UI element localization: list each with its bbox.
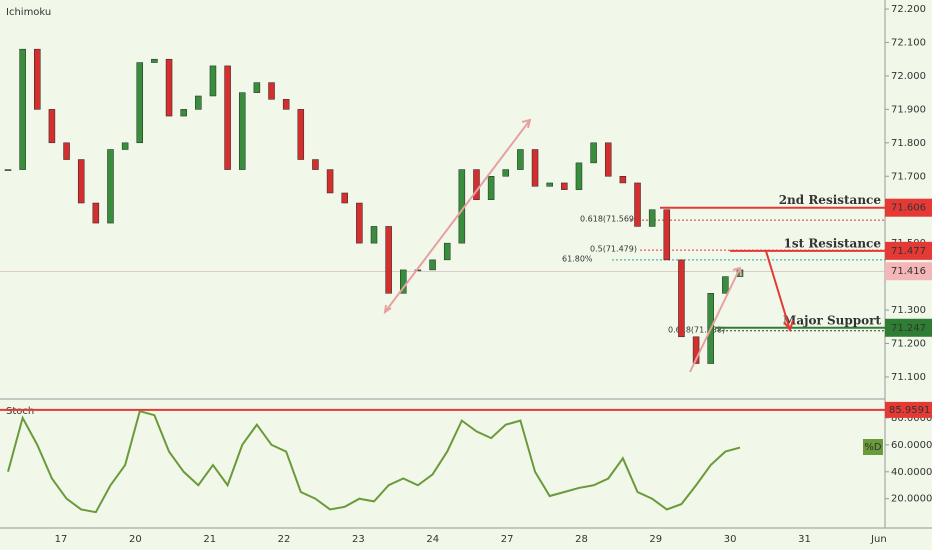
x-tick-label: 22	[278, 534, 291, 545]
x-tick-label: 30	[724, 534, 737, 545]
fib-label: 61.80%	[562, 254, 593, 263]
fib-label: 0.618(71.238)	[668, 325, 725, 334]
candle	[663, 209, 671, 261]
level-label: 71.477	[891, 246, 926, 257]
candle	[590, 142, 597, 164]
y2-tick-label: 40.0000	[891, 467, 932, 478]
candle	[195, 95, 202, 110]
y-tick-label: 71.700	[891, 171, 926, 182]
d-badge	[863, 439, 883, 455]
x-tick-label: Jun	[870, 534, 887, 545]
candle	[253, 82, 261, 93]
projection-arrow	[765, 250, 794, 333]
level-name: 1st Resistance	[784, 236, 882, 250]
candle	[312, 159, 319, 170]
y-tick-label: 71.100	[891, 372, 926, 383]
candle	[224, 65, 231, 170]
y-tick-label: 72.100	[891, 37, 926, 48]
candle	[63, 142, 70, 160]
x-tick-label: 27	[501, 534, 514, 545]
candle	[341, 192, 348, 204]
candle	[151, 58, 158, 63]
candle	[165, 58, 173, 117]
x-tick-label: 20	[129, 534, 142, 545]
level-name: Major Support	[783, 313, 881, 327]
y-tick-label: 71.800	[891, 138, 926, 149]
stoch-line	[7, 409, 741, 514]
candle	[209, 65, 217, 97]
candle	[678, 259, 685, 338]
current-price-label: 71.416	[891, 266, 926, 277]
candle	[92, 202, 100, 224]
level-name: 2nd Resistance	[779, 193, 882, 207]
candle	[48, 109, 56, 144]
x-tick-label: 21	[203, 534, 216, 545]
candle	[561, 182, 568, 190]
candle	[370, 226, 378, 244]
y2-tick-label: 60.0000	[891, 440, 932, 451]
x-tick-label: 17	[55, 534, 68, 545]
y-tick-label: 72.200	[891, 4, 926, 15]
y2-tick-label: 80.0000	[891, 413, 932, 424]
candle	[648, 209, 656, 227]
candle	[326, 169, 334, 194]
candle	[268, 82, 275, 100]
candle	[400, 269, 407, 294]
candle	[34, 48, 41, 110]
candle	[619, 176, 627, 184]
level-label: 71.247	[891, 323, 926, 334]
candle	[502, 169, 510, 177]
y-tick-label: 71.900	[891, 104, 926, 115]
candle	[722, 276, 729, 294]
y2-tick-label: 20.0000	[891, 494, 932, 505]
d-label: %D	[864, 442, 882, 453]
fib-label: 0.618(71.569)	[580, 215, 637, 224]
candle	[692, 336, 700, 364]
candle	[107, 149, 114, 224]
candle	[546, 182, 553, 187]
candle	[282, 99, 290, 110]
candle	[575, 162, 583, 190]
x-tick-label: 23	[352, 534, 365, 545]
candle	[634, 182, 641, 227]
candle	[429, 259, 436, 271]
candle	[77, 159, 85, 204]
x-tick-label: 31	[798, 534, 811, 545]
level-badge	[885, 241, 932, 260]
candle	[385, 226, 392, 294]
candle	[4, 169, 12, 171]
annotation-arrows	[383, 118, 742, 373]
x-tick-label: 24	[426, 534, 439, 545]
candle	[356, 202, 363, 244]
fib-label: 0.5(71.479)	[590, 245, 637, 254]
candle	[19, 48, 26, 170]
candle	[517, 149, 524, 170]
current-price-badge	[885, 262, 932, 281]
y-tick-label: 71.300	[891, 305, 926, 316]
x-tick-label: 28	[575, 534, 588, 545]
candle	[136, 62, 144, 144]
level-badge	[885, 198, 932, 217]
y-tick-label: 72.000	[891, 71, 926, 82]
candle	[604, 142, 612, 177]
y-tick-label: 71.200	[891, 338, 926, 349]
candle	[531, 149, 539, 187]
stoch-level-label: 85.9591	[889, 405, 930, 416]
candle	[121, 142, 129, 150]
candle	[297, 109, 305, 160]
candle	[443, 242, 451, 261]
level-badge	[885, 318, 932, 337]
stoch-label: Stoch	[6, 406, 34, 417]
indicator-label: Ichimoku	[6, 7, 51, 18]
candle	[473, 169, 480, 200]
x-tick-label: 29	[649, 534, 662, 545]
stoch-level-badge	[885, 401, 932, 418]
plot: 72.200 72.100 72.000 71.900 71.800 71.700 71.6…	[0, 4, 932, 545]
candle	[487, 176, 495, 200]
level-label: 71.606	[891, 203, 926, 214]
candle	[238, 92, 246, 170]
candle	[180, 109, 187, 117]
